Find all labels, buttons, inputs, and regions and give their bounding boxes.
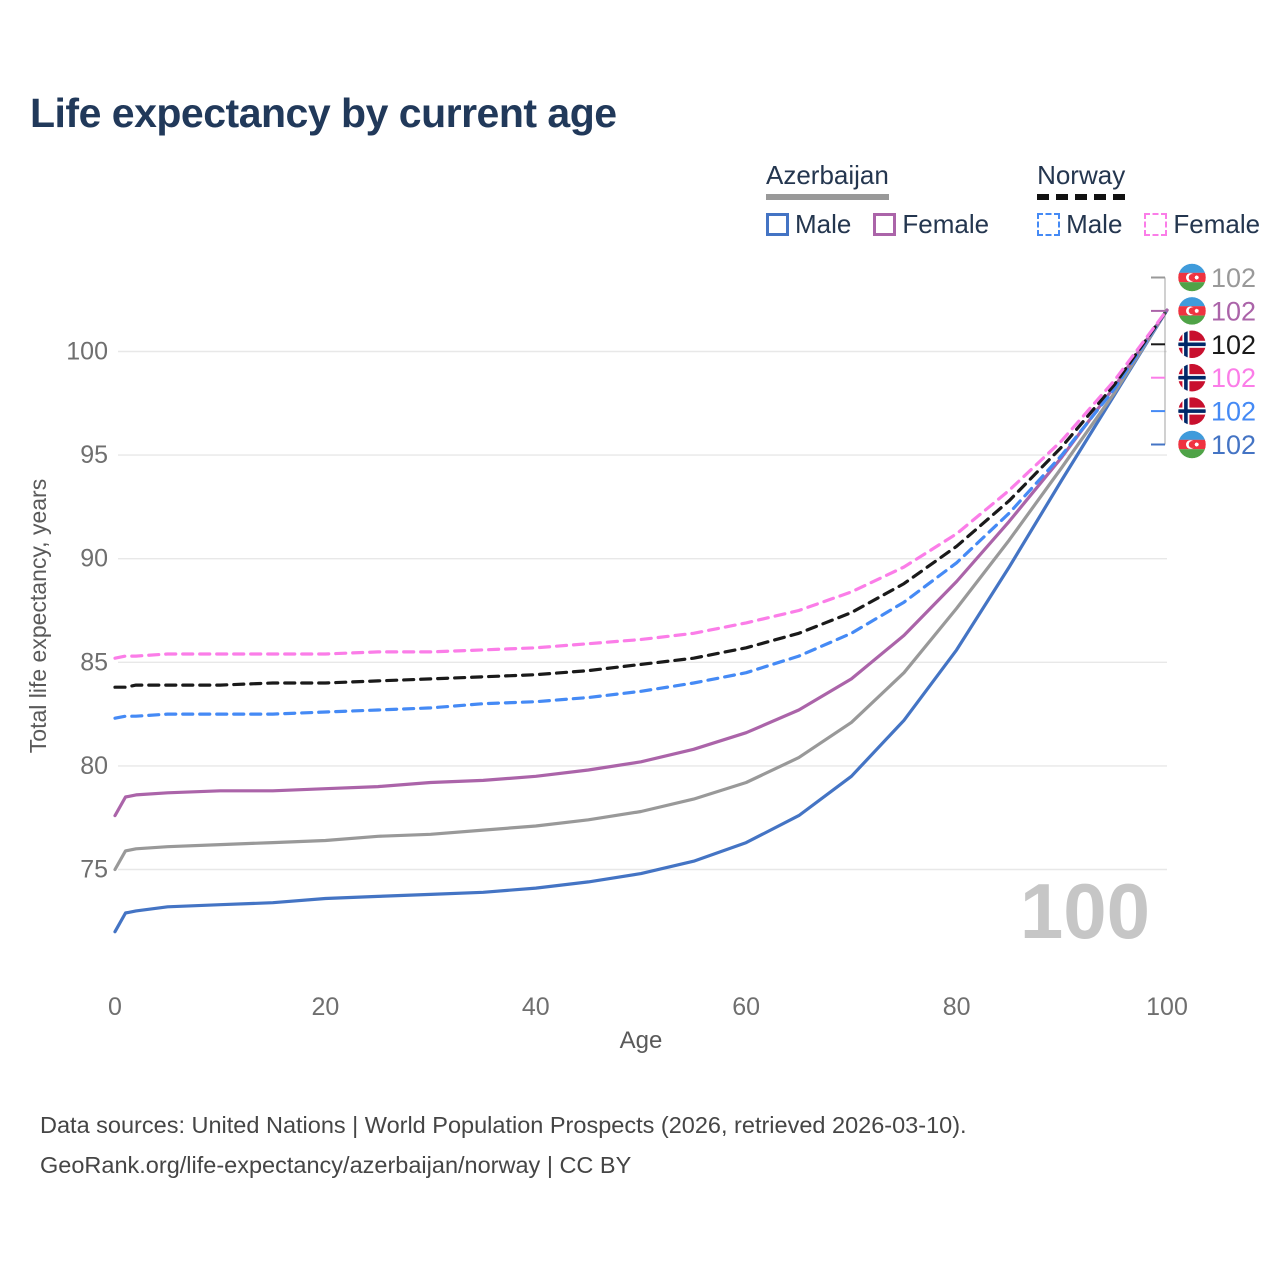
legend-group-azerbaijan: Azerbaijan Male Female <box>766 160 989 240</box>
legend-country-label: Azerbaijan <box>766 160 889 190</box>
legend-item-label: Female <box>902 209 990 239</box>
legend-items-norway: Male Female <box>1037 209 1260 240</box>
legend-item-label: Female <box>1173 209 1261 239</box>
series-line-no_total <box>113 308 1169 689</box>
gridlines <box>118 350 1167 871</box>
axis-labels: 75 80 85 90 95 100 0 20 40 60 80 100 Age Total life e… <box>25 338 1188 1055</box>
series-line-az_male <box>113 308 1169 934</box>
x-tick-80: 80 <box>943 993 971 1021</box>
series-line-no_female <box>113 308 1169 660</box>
x-tick-0: 0 <box>108 993 122 1021</box>
end-value-label-az_total: 102 <box>1211 263 1256 293</box>
y-axis-title: Total life expectancy, years <box>25 479 51 753</box>
y-tick-95: 95 <box>80 441 108 469</box>
azerbaijan-flag-icon <box>1178 297 1206 325</box>
legend-country-label: Norway <box>1037 160 1126 190</box>
norway-flag-icon <box>1178 397 1206 425</box>
norway-line-style-swatch <box>1037 194 1126 200</box>
y-tick-100: 100 <box>66 338 108 366</box>
x-tick-20: 20 <box>311 993 339 1021</box>
azerbaijan-line-style-swatch <box>766 194 889 200</box>
legend-item-label: Male <box>1066 209 1123 239</box>
series-line-az_total <box>113 308 1169 872</box>
legend-items-azerbaijan: Male Female <box>766 209 989 240</box>
age-ticker-watermark: 100 <box>1019 867 1150 955</box>
data-sources-line: Data sources: United Nations | World Pop… <box>40 1112 967 1138</box>
norway-female-swatch <box>1144 213 1168 236</box>
attribution-line[interactable]: GeoRank.org/life-expectancy/azerbaijan/n… <box>40 1152 632 1179</box>
end-value-label-no_male: 102 <box>1211 397 1256 427</box>
legend-item-azerbaijan-female[interactable]: Female <box>873 209 989 240</box>
norway-flag-icon <box>1178 330 1206 358</box>
legend-item-norway-male[interactable]: Male <box>1037 209 1122 240</box>
x-tick-40: 40 <box>522 993 550 1021</box>
legend-item-label: Male <box>795 209 852 239</box>
azerbaijan-flag-icon <box>1178 431 1206 459</box>
y-tick-80: 80 <box>80 752 108 780</box>
footer: Data sources: United Nations | World Pop… <box>40 1105 967 1186</box>
azerbaijan-flag-icon <box>1178 264 1206 292</box>
end-value-label-az_female: 102 <box>1211 296 1256 326</box>
end-value-label-no_female: 102 <box>1211 363 1256 393</box>
legend-country-norway[interactable]: Norway <box>1037 160 1126 200</box>
y-tick-85: 85 <box>80 648 108 676</box>
azerbaijan-male-swatch <box>766 213 789 236</box>
series-lines <box>113 308 1169 934</box>
series-line-az_female <box>113 308 1169 818</box>
end-value-label-az_male: 102 <box>1211 430 1256 460</box>
x-tick-100: 100 <box>1146 993 1188 1021</box>
y-tick-90: 90 <box>80 545 108 573</box>
x-axis-title: Age <box>620 1027 663 1054</box>
norway-male-swatch <box>1037 213 1061 236</box>
y-tick-75: 75 <box>80 856 108 884</box>
legend-item-norway-female[interactable]: Female <box>1144 209 1260 240</box>
norway-flag-icon <box>1178 364 1206 392</box>
legend-country-azerbaijan[interactable]: Azerbaijan <box>766 160 889 200</box>
end-value-label-no_total: 102 <box>1211 330 1256 360</box>
legend-item-azerbaijan-male[interactable]: Male <box>766 209 851 240</box>
page-title: Life expectancy by current age <box>30 90 617 136</box>
legend-group-norway: Norway Male Female <box>1037 160 1260 240</box>
series-line-no_male <box>113 308 1169 720</box>
x-tick-60: 60 <box>732 993 760 1021</box>
legend: Azerbaijan Male Female Norway <box>766 160 1260 240</box>
azerbaijan-female-swatch <box>873 213 897 236</box>
